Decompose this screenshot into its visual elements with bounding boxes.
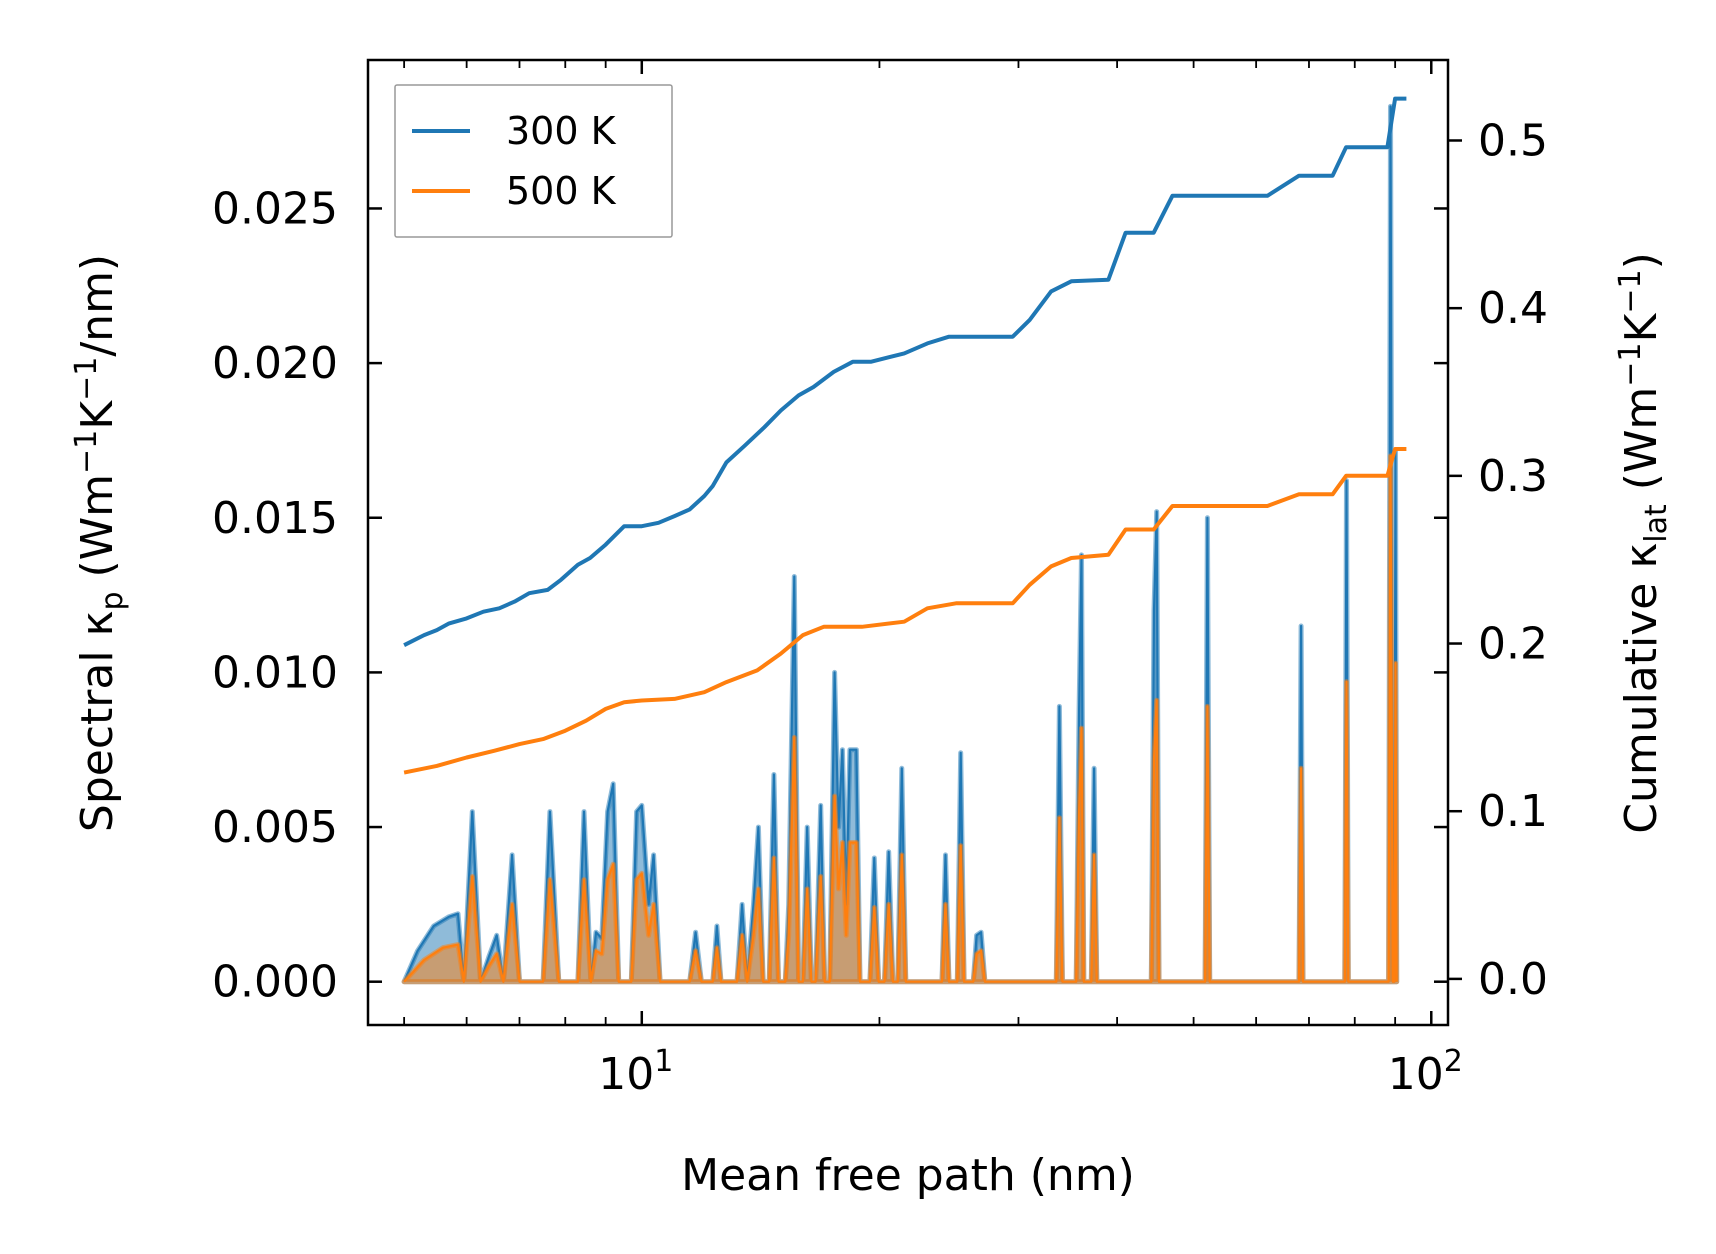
plot-frame <box>366 58 1450 1027</box>
spectral-series <box>401 103 1400 985</box>
cumulative-line-300-k <box>403 96 1407 647</box>
x-axis-label: Mean free path (nm) <box>681 1150 1135 1201</box>
y-left-tick-label: 0.000 <box>212 957 338 1008</box>
y-right-tick-label: 0.3 <box>1478 451 1548 502</box>
y-right-tick-label: 0.5 <box>1478 115 1548 166</box>
y-left-tick-label: 0.010 <box>212 647 338 698</box>
cumulative-line-500-k <box>403 447 1407 775</box>
y-left-tick-label: 0.005 <box>212 802 338 853</box>
y-right-tick-label: 0.0 <box>1478 954 1548 1005</box>
x-tick-label: 101 <box>598 1044 673 1100</box>
legend-label-300k: 300 K <box>506 109 617 153</box>
y-right-tick-label: 0.2 <box>1478 619 1548 670</box>
legend-label-500k: 500 K <box>506 169 617 213</box>
cumulative-series <box>403 96 1407 775</box>
axis-ticks: 0.000 0.005 0.010 0.015 0.020 0.025 0.0 0.1 0.2 0… <box>212 60 1548 1100</box>
legend: 300 K 500 K <box>394 84 673 238</box>
spectral-line-500-k <box>403 454 1398 983</box>
y-axis-label-right: Cumulative κlat (Wm−1K−1) <box>1613 252 1674 834</box>
y-right-tick-label: 0.1 <box>1478 786 1548 837</box>
legend-box <box>394 84 673 238</box>
y-right-tick-label: 0.4 <box>1478 283 1548 334</box>
y-left-tick-label: 0.025 <box>212 183 338 234</box>
x-tick-label: 102 <box>1388 1044 1463 1100</box>
y-left-tick-label: 0.020 <box>212 338 338 389</box>
y-left-tick-label: 0.015 <box>212 493 338 544</box>
y-axis-label-left: Spectral κp (Wm−1K−1/nm) <box>69 254 130 832</box>
